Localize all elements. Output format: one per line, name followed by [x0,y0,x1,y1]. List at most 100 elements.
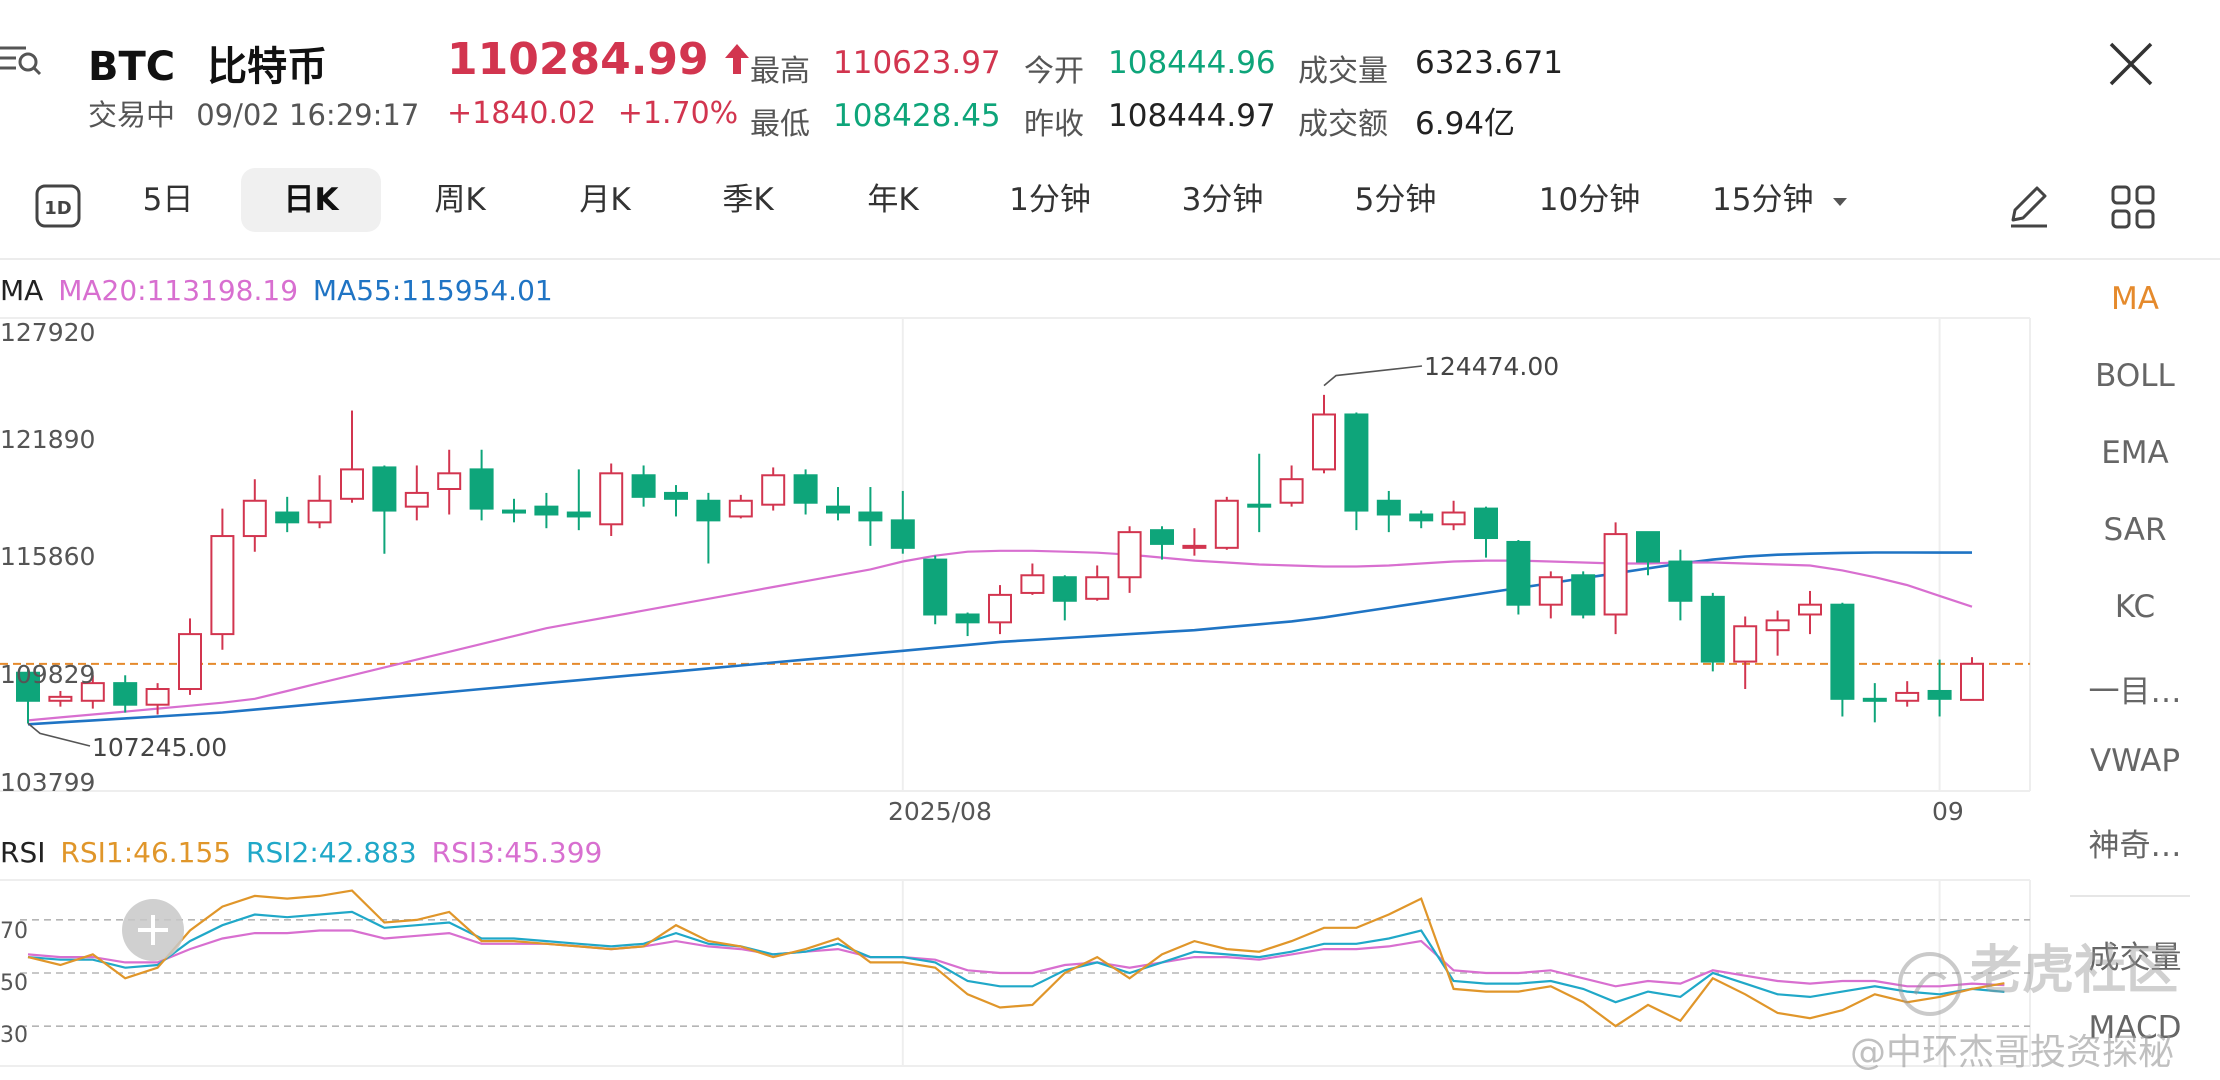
candle-down [858,511,883,522]
indicator-sar[interactable]: SAR [2103,512,2167,548]
candle-down [923,558,948,616]
rsi3-legend: RSI3:45.399 [431,836,603,869]
candle-down [566,511,591,518]
datetime: 09/02 16:29:17 [196,98,420,132]
candle-down [1571,574,1596,616]
candle-up [1798,603,1822,616]
candle-up [1085,576,1110,600]
candle-down [890,519,915,549]
candle-up [1279,478,1304,504]
candle-up [1441,511,1466,526]
candle-up [599,472,624,526]
rsi2-legend: RSI2:42.883 [246,836,417,869]
indicator-boll[interactable]: BOLL [2095,358,2175,394]
candle-down [502,509,526,514]
candle-up [145,688,170,706]
indicator-magic[interactable]: 神奇… [2088,828,2182,864]
grid-icon[interactable] [2110,184,2156,230]
candle-down [955,613,980,624]
indicator-ma[interactable]: MA [2111,281,2159,317]
ma-legend: MA MA20:113198.19 MA55:115954.01 [0,274,553,307]
candle-down [1506,540,1531,606]
rsi3-line [27,929,2005,988]
tab-5day[interactable]: 5日 [142,182,194,218]
stat-label-volume: 成交量 [1298,54,1388,89]
stock-name: 比特币 [207,44,328,90]
candle-down [1344,413,1369,512]
candle-up [1182,544,1207,549]
candle-down [1409,513,1434,522]
tab-yearly-k[interactable]: 年K [867,182,919,218]
candle-up [1214,499,1239,549]
indicator-kc[interactable]: KC [2114,589,2156,625]
high-annotation: 124474.00 [1424,352,1560,381]
rsi2-line [27,910,2005,1004]
rsi1-line [27,889,2005,1028]
tab-daily-k[interactable]: 日K [241,168,381,232]
stat-value-low: 108428.45 [833,98,1001,134]
status-text: 交易中 [88,98,176,132]
candle-down [631,474,656,498]
trading-status: 交易中 09/02 16:29:17 [88,92,419,134]
tab-weekly-k[interactable]: 周K [434,182,486,218]
tab-monthly-k[interactable]: 月K [579,182,631,218]
menu-search-icon[interactable] [0,40,42,80]
candle-up [48,695,73,702]
candle-up [1733,625,1758,663]
tab-3min[interactable]: 3分钟 [1181,182,1264,218]
candle-up [1538,576,1563,606]
rsi-legend: RSI RSI1:46.155 RSI2:42.883 RSI3:45.399 [0,836,602,869]
x-tick-label: 09 [1932,797,1964,826]
candle-down [1700,595,1725,663]
tab-15min-dropdown[interactable]: 15分钟 [1712,168,1862,232]
tab-quarterly-k[interactable]: 季K [722,182,774,218]
tab-5min[interactable]: 5分钟 [1354,182,1437,218]
candle-up [1765,619,1790,632]
annotation-line [1323,365,1423,387]
caret-down-icon [1833,197,1848,206]
candle-down [1376,499,1401,516]
tab-15min-label: 15分钟 [1712,182,1814,218]
indicator-ema[interactable]: EMA [2101,435,2169,471]
candle-up [242,499,267,538]
y-tick-label: 103799 [0,768,96,797]
stat-label-low: 最低 [750,107,810,142]
candle-down [275,511,300,524]
candle-up [988,593,1012,624]
candle-up [1020,574,1045,594]
watermark-logo: 老虎社区 [1895,928,2178,1019]
rsi-y-tick-label: 30 [0,1023,28,1048]
current-price: 110284.99 [447,34,750,85]
candle-up [80,682,105,702]
tab-10min[interactable]: 10分钟 [1538,182,1641,218]
rsi-y-tick-label: 70 [0,919,28,944]
indicator-volume[interactable]: 成交量 [2088,940,2182,976]
rsi-legend-title: RSI [0,836,46,869]
ma20-legend: MA20:113198.19 [58,274,299,307]
watermark-author: @中环杰哥投资探秘 [1850,1032,2175,1073]
annotation-line [27,722,91,747]
tab-1min[interactable]: 1分钟 [1009,182,1091,218]
candle-down [1247,503,1272,508]
candle-up [1117,531,1142,579]
plus-icon[interactable] [120,897,186,963]
candle-up [761,474,786,506]
candle-down [664,491,688,500]
candle-down [1052,576,1077,602]
candle-up [728,499,753,518]
pen-icon[interactable] [2003,182,2053,232]
candle-up [1895,691,1920,702]
close-icon[interactable] [2107,40,2155,88]
stock-title: BTC 比特币 [88,34,327,92]
candle-down [1830,603,1855,700]
indicator-macd[interactable]: MACD [2088,1010,2182,1046]
change-percent: +1.70% [617,96,739,131]
stat-value-high: 110623.97 [833,45,1001,81]
candle-down [1636,531,1660,563]
rsi1-legend: RSI1:46.155 [60,836,232,869]
1d-icon[interactable]: 1D [35,184,81,228]
indicator-vwap[interactable]: VWAP [2089,743,2181,779]
candle-down [1927,689,1952,700]
indicator-ichimoku[interactable]: 一目… [2088,674,2182,710]
